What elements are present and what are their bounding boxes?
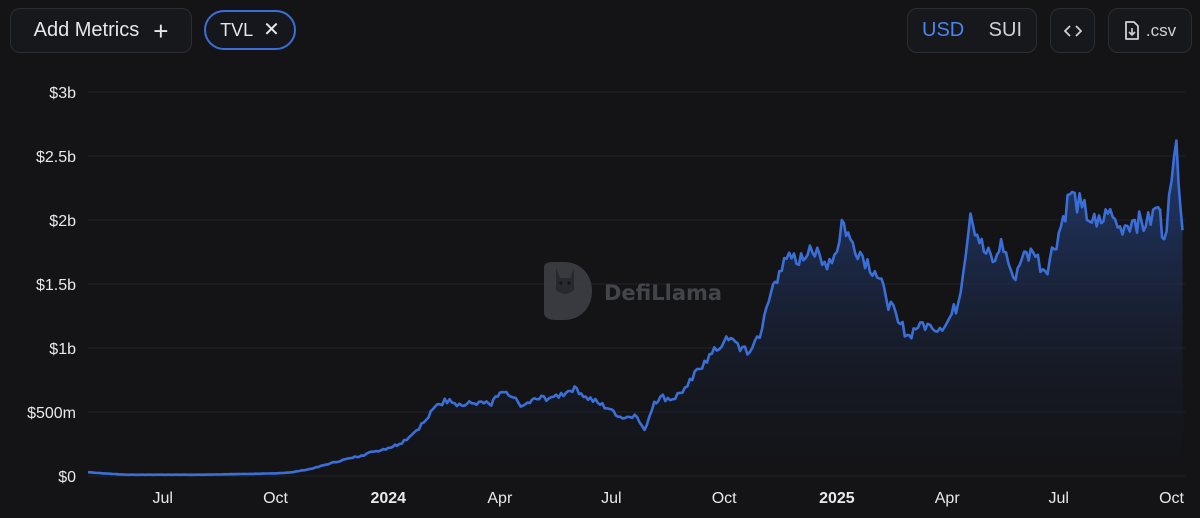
currency-toggle: USD SUI	[907, 8, 1037, 53]
x-tick-label: Apr	[487, 490, 513, 507]
x-tick-label: 2024	[370, 490, 406, 507]
add-metrics-label: Add Metrics	[33, 19, 140, 41]
code-icon	[1063, 24, 1082, 37]
y-tick-label: $2.5b	[36, 149, 76, 166]
metric-chip-label: TVL	[220, 19, 254, 40]
y-axis-ticks: $0 $500m $1b $1.5b $2b $2.5b $3b	[27, 85, 76, 486]
watermark-text: DefiLlama	[604, 281, 722, 305]
file-download-icon	[1124, 21, 1139, 40]
y-tick-label: $1b	[49, 341, 76, 358]
x-tick-label: Jul	[153, 490, 173, 507]
plus-icon: +	[153, 15, 169, 46]
defillama-watermark: DefiLlama	[544, 262, 722, 320]
x-tick-label: Apr	[935, 490, 961, 507]
y-tick-label: $500m	[27, 405, 76, 422]
currency-option-sui[interactable]: SUI	[988, 19, 1022, 41]
y-tick-label: $2b	[49, 213, 76, 230]
y-tick-label: $3b	[49, 85, 76, 102]
add-metrics-button[interactable]: Add Metrics +	[10, 8, 192, 53]
tvl-line	[87, 139, 1184, 477]
x-tick-label: Jul	[601, 490, 621, 507]
y-tick-label: $1.5b	[36, 277, 76, 294]
currency-option-usd[interactable]: USD	[922, 19, 965, 41]
embed-button[interactable]	[1050, 8, 1095, 53]
csv-label: .csv	[1145, 20, 1177, 40]
x-tick-label: Oct	[263, 490, 288, 507]
x-tick-label: Jul	[1049, 490, 1069, 507]
y-tick-label: $0	[58, 469, 76, 486]
tvl-metric-chip[interactable]: TVL ✕	[204, 10, 296, 50]
tvl-area	[88, 140, 1183, 476]
x-tick-label: Oct	[1159, 490, 1184, 507]
download-csv-button[interactable]: .csv	[1108, 8, 1192, 53]
close-icon[interactable]: ✕	[263, 19, 280, 41]
x-axis-ticks: Jul Oct 2024 Apr Jul Oct 2025 Apr Jul Oct	[153, 490, 1185, 507]
x-tick-label: Oct	[712, 490, 737, 507]
x-tick-label: 2025	[819, 490, 855, 507]
